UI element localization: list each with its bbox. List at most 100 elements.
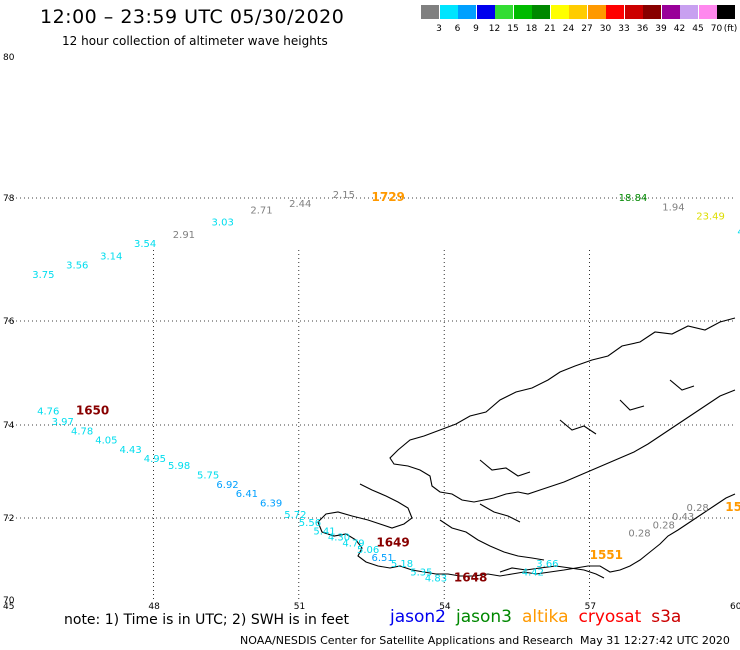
wave-height-label: 6.41 xyxy=(236,489,258,500)
longitude-tick-label: 48 xyxy=(148,602,160,612)
colorbar-label: 9 xyxy=(473,24,479,34)
wave-height-label: 3.56 xyxy=(66,261,88,272)
latitude-tick-label: 72 xyxy=(3,514,14,524)
colorbar-label: 18 xyxy=(525,24,538,34)
latitude-tick-label: 70 xyxy=(3,596,15,606)
coastline-south-island xyxy=(317,483,736,577)
pass-time-label: 1650 xyxy=(76,404,109,418)
colorbar-swatch xyxy=(569,5,587,19)
wave-height-label: 18.84 xyxy=(619,193,648,204)
longitude-tick-label: 51 xyxy=(294,602,305,612)
wave-height-label: 4.05 xyxy=(95,436,117,447)
wave-height-label: 1.94 xyxy=(662,202,684,213)
pass-time-label: 1649 xyxy=(376,536,409,550)
wave-height-label: 6.39 xyxy=(260,498,282,509)
latitude-tick-label: 80 xyxy=(3,53,15,63)
wave-height-label: 4.30 xyxy=(328,533,350,544)
wave-height-label: 0.28 xyxy=(687,503,709,514)
legend-satellite-cryosat: cryosat xyxy=(578,607,642,627)
wave-height-label: 2.71 xyxy=(250,205,272,216)
wave-height-label: 5.56 xyxy=(299,518,321,529)
colorbar-label: 30 xyxy=(599,24,612,34)
colorbar-swatch xyxy=(680,5,698,19)
wave-height-label: 3.14 xyxy=(100,252,122,263)
wave-height-label: 5.98 xyxy=(168,461,190,472)
wave-height-label: 3.97 xyxy=(52,417,74,428)
wave-height-label: 2.44 xyxy=(289,199,311,210)
colorbar-label: 6 xyxy=(454,24,461,34)
wave-height-label: 3.66 xyxy=(536,559,558,570)
wave-height-label: 6.51 xyxy=(372,553,394,564)
wave-height-label: 3.03 xyxy=(212,218,234,229)
coastline-fjords xyxy=(479,379,695,477)
wave-height-label: 5.41 xyxy=(313,526,335,537)
colorbar-swatch xyxy=(458,5,476,19)
wave-height-label: 4 xyxy=(737,227,740,238)
colorbar-label: 33 xyxy=(618,24,630,34)
colorbar-label: 45 xyxy=(692,24,704,34)
wave-height-label: 4.76 xyxy=(37,407,59,418)
wave-height-label: 0.43 xyxy=(672,512,694,523)
wave-height-label: 0.28 xyxy=(628,528,650,539)
colorbar-label: 3 xyxy=(436,24,442,34)
longitude-tick-label: 45 xyxy=(3,602,14,612)
map-subtitle: 12 hour collection of altimeter wave hei… xyxy=(62,34,328,48)
colorbar-swatch xyxy=(495,5,513,19)
pass-time-label: 1648 xyxy=(454,571,487,585)
longitude-tick-label: 57 xyxy=(585,602,596,612)
wave-height-labels: 3.75 3.56 3.14 3.54 2.91 3.03 2.71 2.44 2.15 1729… xyxy=(32,190,740,585)
longitude-tick-label: 54 xyxy=(439,602,451,612)
colorbar-swatch xyxy=(476,5,495,19)
colorbar-swatch xyxy=(717,5,735,19)
colorbar-label: 42 xyxy=(673,24,686,34)
map-title: 12:00 – 23:59 UTC 05/30/2020 xyxy=(40,6,345,28)
coastline-north-island xyxy=(389,317,736,503)
wave-height-label: 5.75 xyxy=(197,470,219,481)
colorbar-label: 24 xyxy=(562,24,575,34)
legend-satellite-altika: altika xyxy=(522,607,569,627)
footnote: note: 1) Time is in UTC; 2) SWH is in fe… xyxy=(64,612,350,628)
colorbar-label: 21 xyxy=(544,24,556,34)
colorbar-swatch xyxy=(421,5,439,19)
wave-height-label: 4.79 xyxy=(342,539,364,550)
legend-satellite-jason3: jason3 xyxy=(456,607,512,627)
generation-timestamp: May 31 12:27:42 UTC 2020 xyxy=(580,634,730,647)
colorbar-swatch xyxy=(532,5,550,19)
colorbar-swatch xyxy=(643,5,661,19)
wave-height-label: 5.72 xyxy=(284,510,306,521)
wave-height-label: 4.83 xyxy=(425,574,447,585)
latitude-tick-label: 78 xyxy=(3,194,15,204)
pass-time-label: 1550 xyxy=(725,500,740,514)
coastline-inner-south xyxy=(439,503,545,561)
colorbar-label: 12 xyxy=(488,24,501,34)
colorbar-label: 27 xyxy=(581,24,593,34)
pass-time-label: 1729 xyxy=(372,190,405,204)
wave-height-label: 4.42 xyxy=(522,567,544,578)
colorbar-label: 36 xyxy=(636,24,649,34)
wave-height-label: 4.43 xyxy=(119,445,141,456)
legend-satellite-s3a: s3a xyxy=(651,607,682,627)
wave-height-label: 23.49 xyxy=(696,212,725,223)
wave-height-label: 3.75 xyxy=(32,270,54,281)
wave-height-label: 3.54 xyxy=(134,239,156,250)
colorbar-unit: (ft) xyxy=(723,24,738,34)
wave-height-label: 0.28 xyxy=(653,520,675,531)
coastline-strait xyxy=(499,565,605,579)
colorbar-swatch xyxy=(661,5,680,19)
wave-height-label: 5.35 xyxy=(410,567,432,578)
longitude-tick-label: 60 xyxy=(730,602,740,612)
satellite-legend: jason2 jason3 altika cryosat s3a xyxy=(390,607,691,627)
colorbar-swatch xyxy=(587,5,606,19)
latitude-tick-label: 76 xyxy=(3,317,15,327)
legend-satellite-jason2: jason2 xyxy=(390,607,446,627)
colorbar-label: 70 xyxy=(710,24,723,34)
wave-height-label: 4.95 xyxy=(144,454,166,465)
colorbar-swatch xyxy=(624,5,643,19)
coastline xyxy=(317,317,736,579)
wave-height-label: 2.91 xyxy=(173,230,195,241)
wave-height-label: 5.06 xyxy=(357,545,379,556)
colorbar-swatch xyxy=(698,5,717,19)
colorbar-swatch xyxy=(513,5,532,19)
